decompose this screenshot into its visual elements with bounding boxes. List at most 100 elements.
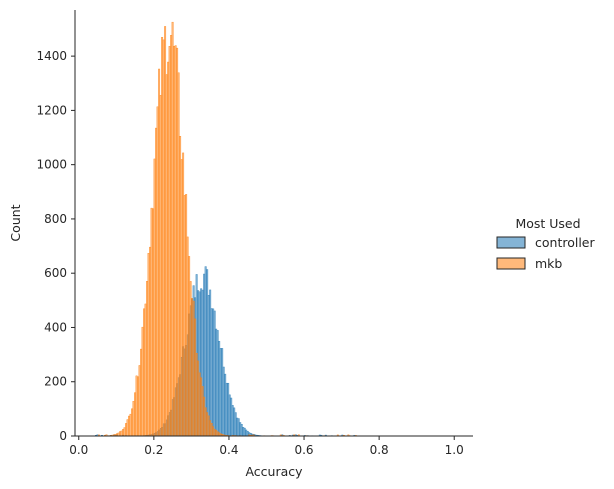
series-mkb	[98, 21, 357, 437]
bar-controller	[213, 310, 216, 437]
bar-controller	[215, 328, 218, 437]
bar-mkb	[164, 26, 167, 437]
bar-mkb	[167, 61, 170, 437]
bars-layer	[95, 21, 357, 437]
y-tick-label: 0	[59, 429, 67, 443]
bar-controller	[212, 308, 215, 437]
x-tick-label: 0.6	[294, 443, 313, 457]
bar-mkb	[194, 318, 197, 437]
bar-controller	[218, 341, 221, 437]
axes: 0.0 0.2 0.4 0.6 0.8 1.0 0 200 400 600 800 1000 1200…	[8, 10, 473, 479]
legend-label-controller: controller	[535, 235, 595, 250]
bar-controller	[243, 427, 246, 437]
bar-mkb	[132, 401, 135, 437]
legend-swatch-controller	[496, 236, 526, 249]
bar-mkb	[207, 415, 210, 437]
bar-mkb	[204, 407, 207, 437]
bar-controller	[210, 308, 213, 437]
y-tick-label: 1200	[36, 103, 67, 117]
bar-mkb	[197, 360, 200, 437]
bar-mkb	[198, 372, 201, 437]
bar-controller	[234, 412, 237, 437]
bar-mkb	[122, 429, 125, 437]
bar-controller	[225, 382, 228, 437]
bar-controller	[239, 422, 242, 437]
bar-controller	[245, 429, 248, 437]
bar-mkb	[195, 353, 198, 437]
y-tick-label: 1000	[36, 158, 67, 172]
y-ticks: 0 200 400 600 800 1000 1200 1400	[36, 49, 75, 443]
bar-mkb	[153, 158, 156, 437]
y-tick-label: 800	[44, 212, 67, 226]
bar-mkb	[189, 281, 192, 437]
bar-mkb	[183, 195, 186, 437]
bar-mkb	[180, 159, 183, 437]
bar-mkb	[159, 95, 162, 437]
legend: Most Used controller mkb	[496, 216, 595, 271]
legend-swatch-mkb	[496, 257, 526, 270]
y-axis-label: Count	[8, 204, 23, 241]
bar-mkb	[149, 246, 152, 437]
bar-mkb	[174, 45, 177, 437]
bar-mkb	[138, 365, 141, 437]
bar-mkb	[210, 423, 213, 437]
y-tick-label: 600	[44, 266, 67, 280]
bar-mkb	[146, 281, 149, 437]
bar-mkb	[201, 386, 204, 437]
bar-mkb	[212, 426, 215, 437]
bar-mkb	[150, 207, 153, 437]
bar-mkb	[135, 375, 138, 437]
bar-controller	[228, 394, 231, 437]
bar-mkb	[213, 428, 216, 437]
bar-controller	[221, 348, 224, 437]
bar-mkb	[134, 392, 137, 437]
x-tick-label: 0.8	[370, 443, 389, 457]
bar-mkb	[206, 412, 209, 437]
bar-mkb	[192, 300, 195, 437]
bar-mkb	[140, 348, 143, 437]
bar-mkb	[176, 47, 179, 437]
bar-mkb	[185, 194, 188, 437]
x-tick-label: 1.0	[445, 443, 464, 457]
bar-controller	[242, 427, 245, 437]
bar-mkb	[129, 413, 132, 437]
bar-controller	[237, 418, 240, 437]
bar-controller	[216, 330, 219, 437]
bar-mkb	[155, 127, 158, 437]
bar-mkb	[128, 415, 131, 437]
bar-mkb	[131, 408, 134, 437]
bar-mkb	[137, 376, 140, 437]
x-tick-label: 0.4	[219, 443, 238, 457]
bar-mkb	[125, 423, 128, 437]
bar-mkb	[126, 419, 129, 437]
bar-mkb	[156, 106, 159, 437]
bar-mkb	[147, 252, 150, 437]
bar-controller	[219, 348, 222, 437]
bar-controller	[236, 417, 239, 437]
bar-mkb	[173, 46, 176, 437]
bar-mkb	[203, 396, 206, 437]
bar-mkb	[215, 429, 218, 437]
bar-mkb	[158, 68, 161, 437]
bar-mkb	[182, 152, 185, 437]
bar-mkb	[168, 46, 171, 437]
bar-mkb	[119, 431, 122, 437]
bar-controller	[246, 431, 249, 437]
bar-mkb	[165, 74, 168, 437]
bar-mkb	[170, 35, 173, 437]
bar-mkb	[152, 208, 155, 437]
bar-controller	[207, 294, 210, 437]
bar-mkb	[216, 431, 219, 437]
bar-controller	[222, 366, 225, 437]
bar-mkb	[209, 420, 212, 437]
bar-mkb	[123, 427, 126, 437]
bar-controller	[209, 289, 212, 437]
bar-mkb	[161, 37, 164, 437]
bar-controller	[230, 397, 233, 437]
bar-mkb	[120, 430, 123, 437]
y-tick-label: 400	[44, 320, 67, 334]
bar-mkb	[144, 303, 147, 437]
y-tick-label: 200	[44, 375, 67, 389]
bar-controller	[224, 373, 227, 437]
